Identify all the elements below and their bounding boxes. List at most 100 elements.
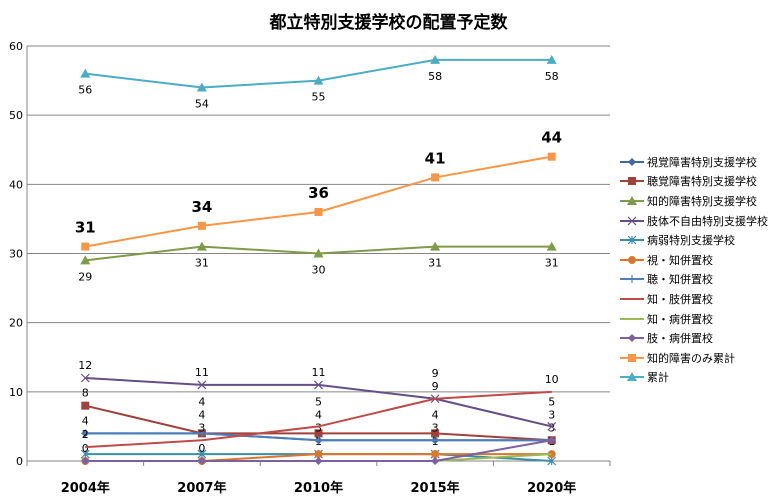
marker-star xyxy=(547,456,557,466)
x-tick-label: 2020年 xyxy=(527,480,576,496)
y-tick-label: 60 xyxy=(9,40,23,53)
legend-swatch xyxy=(620,235,644,245)
legend-item: 累計 xyxy=(620,368,768,388)
data-label: 5 xyxy=(315,395,322,408)
y-tick-label: 20 xyxy=(9,317,23,330)
marker-square xyxy=(547,152,556,161)
marker-x xyxy=(314,380,323,390)
legend-label: 聴・知併置校 xyxy=(647,273,713,287)
data-label: 0 xyxy=(198,442,205,455)
legend-label: 病弱特別支援学校 xyxy=(647,234,735,248)
data-label: 4 xyxy=(82,414,89,427)
data-label: 10 xyxy=(545,373,559,386)
marker-diamond xyxy=(197,457,206,465)
legend-label: 視覚障害特別支援学校 xyxy=(647,155,757,169)
data-label: 11 xyxy=(312,366,326,379)
data-label: 31 xyxy=(75,219,96,237)
marker-square xyxy=(431,173,440,182)
marker-square xyxy=(628,353,636,362)
marker-diamond xyxy=(431,457,440,465)
x-tick-label: 2007年 xyxy=(177,480,226,496)
data-label: 12 xyxy=(78,359,92,372)
legend-label: 累計 xyxy=(647,371,669,385)
legend-label: 知的障害特別支援学校 xyxy=(647,194,757,208)
data-label: 30 xyxy=(312,264,326,277)
marker-square xyxy=(81,401,90,410)
series-7 xyxy=(85,390,552,449)
data-label: 2 xyxy=(82,428,89,441)
legend-item: 聴・知併置校 xyxy=(620,270,768,290)
data-label: 3 xyxy=(432,421,439,434)
marker-diamond xyxy=(81,457,90,465)
legend-swatch xyxy=(620,353,644,362)
data-label: 4 xyxy=(198,395,205,408)
data-label: 55 xyxy=(312,91,326,104)
data-label: 9 xyxy=(432,367,439,380)
data-label: 3 xyxy=(548,421,555,434)
legend-item: 知・肢併置校 xyxy=(620,289,768,309)
marker-plus xyxy=(81,429,90,438)
marker-plus xyxy=(628,275,636,284)
legend-swatch xyxy=(620,372,644,382)
marker-triangle xyxy=(80,255,91,265)
y-tick-label: 10 xyxy=(9,386,23,399)
marker-triangle xyxy=(546,54,557,64)
marker-square xyxy=(197,221,206,230)
data-label: 29 xyxy=(78,270,92,283)
marker-plus xyxy=(431,436,440,445)
marker-star xyxy=(197,449,207,459)
series-10 xyxy=(81,152,556,251)
legend-swatch xyxy=(620,297,644,300)
data-label: 4 xyxy=(432,408,439,421)
series-2 xyxy=(80,241,557,265)
marker-diamond xyxy=(628,157,636,166)
marker-square xyxy=(431,429,440,438)
legend-item: 聴覚障害特別支援学校 xyxy=(620,172,768,192)
marker-diamond xyxy=(628,334,636,343)
data-label: 9 xyxy=(432,380,439,393)
legend-item: 知的障害特別支援学校 xyxy=(620,191,768,211)
series-3 xyxy=(80,373,557,431)
data-label: 31 xyxy=(195,257,209,270)
legend-item: 知的障害のみ累計 xyxy=(620,348,768,368)
marker-triangle xyxy=(196,82,207,92)
marker-circle xyxy=(628,255,636,264)
marker-triangle xyxy=(80,68,91,78)
x-tick-label: 2010年 xyxy=(294,480,343,496)
legend-swatch xyxy=(620,334,644,343)
legend-item: 肢・病併置校 xyxy=(620,328,768,348)
legend-swatch xyxy=(620,255,644,264)
chart-title: 都立特別支援学校の配置予定数 xyxy=(269,13,508,33)
data-label: 36 xyxy=(308,184,329,202)
data-label: 3 xyxy=(198,421,205,434)
data-label: 11 xyxy=(195,366,209,379)
data-label: 4 xyxy=(198,408,205,421)
legend-label: 知的障害のみ累計 xyxy=(647,351,735,365)
legend-label: 視・知併置校 xyxy=(647,253,713,267)
marker-square xyxy=(314,208,323,216)
marker-triangle xyxy=(546,241,557,251)
legend-item: 知・病併置校 xyxy=(620,309,768,329)
marker-circle xyxy=(431,450,440,459)
legend-item: 視・知併置校 xyxy=(620,250,768,270)
legend-item: 病弱特別支援学校 xyxy=(620,230,768,250)
marker-x xyxy=(627,216,637,226)
data-label: 3 xyxy=(548,408,555,421)
marker-plus xyxy=(197,429,206,438)
y-tick-label: 30 xyxy=(9,248,23,261)
marker-star xyxy=(80,449,90,459)
x-tick-label: 2004年 xyxy=(61,480,110,496)
marker-plus xyxy=(314,436,323,445)
legend-swatch xyxy=(620,177,644,186)
data-label: 4 xyxy=(315,408,322,421)
y-tick-label: 40 xyxy=(9,178,23,191)
data-label: 41 xyxy=(425,149,446,167)
legend-swatch xyxy=(620,317,644,320)
legend-item: 肢体不自由特別支援学校 xyxy=(620,211,768,231)
marker-triangle xyxy=(627,372,637,382)
x-tick-label: 2015年 xyxy=(411,480,460,496)
legend-label: 知・病併置校 xyxy=(647,312,713,326)
marker-triangle xyxy=(430,54,441,64)
y-tick-label: 50 xyxy=(9,109,23,122)
marker-triangle xyxy=(196,241,207,251)
